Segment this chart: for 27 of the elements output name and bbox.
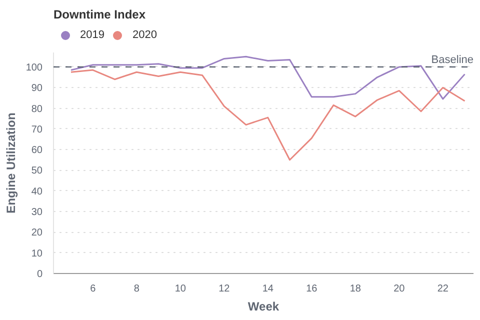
x-tick-label: 8 xyxy=(134,284,140,294)
x-tick-label: 6 xyxy=(90,284,96,294)
y-tick-label: 60 xyxy=(31,145,43,156)
line-series xyxy=(70,69,466,161)
chart-title: Downtime Index xyxy=(54,8,146,22)
x-axis-title: Week xyxy=(248,300,280,314)
x-tick-label: 20 xyxy=(394,284,406,294)
legend-label: 2019 xyxy=(80,29,104,41)
y-axis-title: Engine Utilization xyxy=(4,112,18,214)
y-tick-label: 100 xyxy=(26,62,43,74)
y-tick-label: 10 xyxy=(31,248,43,260)
y-tick-label: 40 xyxy=(31,186,43,198)
x-tick-label: 10 xyxy=(174,284,186,294)
y-tick-label: 30 xyxy=(31,207,43,218)
y-tick-label: 50 xyxy=(31,166,43,177)
y-tick-label: 90 xyxy=(31,83,43,94)
x-tick-label: 18 xyxy=(350,284,362,294)
x-tick-label: 14 xyxy=(262,284,274,294)
x-tick-label: 16 xyxy=(306,284,318,294)
legend-label: 2020 xyxy=(132,29,157,41)
x-tick-label: 12 xyxy=(218,284,230,294)
ref-line-label: Baseline xyxy=(431,54,474,66)
y-tick-label: 80 xyxy=(31,104,43,115)
y-tick-label: 0 xyxy=(36,269,43,280)
y-tick-label: 20 xyxy=(31,228,43,239)
x-tick-label: 22 xyxy=(437,284,449,294)
y-tick-label: 70 xyxy=(31,124,43,136)
